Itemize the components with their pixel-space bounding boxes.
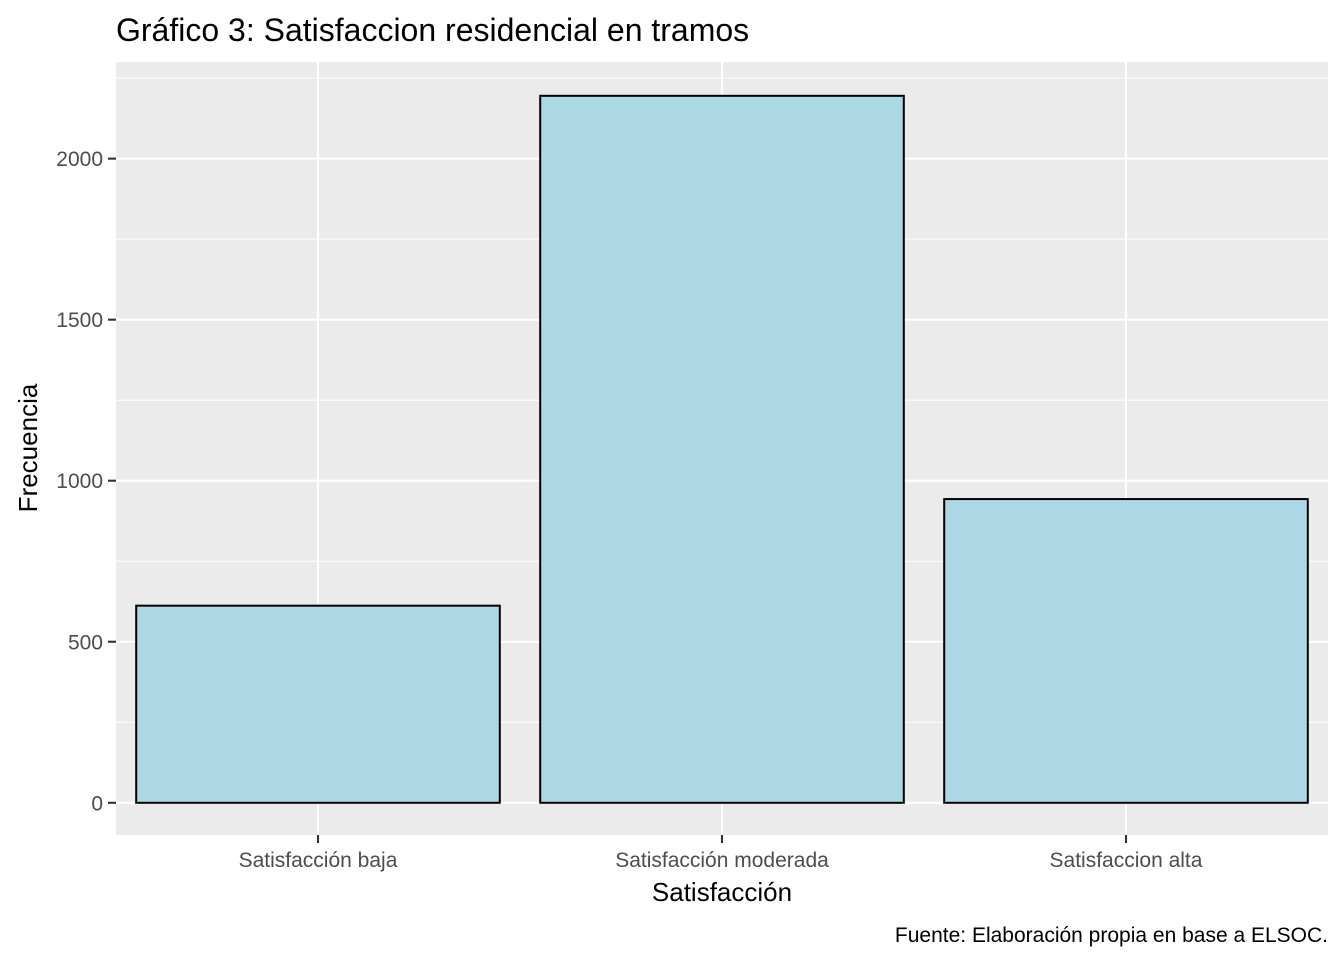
y-tick-label: 2000 <box>56 148 103 171</box>
bar <box>135 604 501 804</box>
bar <box>943 498 1309 804</box>
x-axis: Satisfacción baja Satisfacción moderada Sa… <box>239 835 1203 872</box>
bars <box>135 94 1309 804</box>
y-tick-label: 1500 <box>56 309 103 332</box>
x-tick-label: Satisfacción baja <box>239 849 398 872</box>
x-tick-label: Satisfaccion alta <box>1050 849 1203 872</box>
y-axis-title: Frecuencia <box>13 383 43 512</box>
y-tick-label: 1000 <box>56 470 103 493</box>
y-axis: 0 500 1000 1500 2000 <box>56 148 116 815</box>
bar <box>539 94 905 804</box>
chart-title: Gráfico 3: Satisfaccion residencial en t… <box>116 12 749 48</box>
x-tick-label: Satisfacción moderada <box>615 849 829 872</box>
y-tick-label: 500 <box>68 631 103 654</box>
x-axis-title: Satisfacción <box>652 877 792 907</box>
y-tick-label: 0 <box>91 792 103 815</box>
chart-caption: Fuente: Elaboración propia en base a ELS… <box>895 924 1328 947</box>
